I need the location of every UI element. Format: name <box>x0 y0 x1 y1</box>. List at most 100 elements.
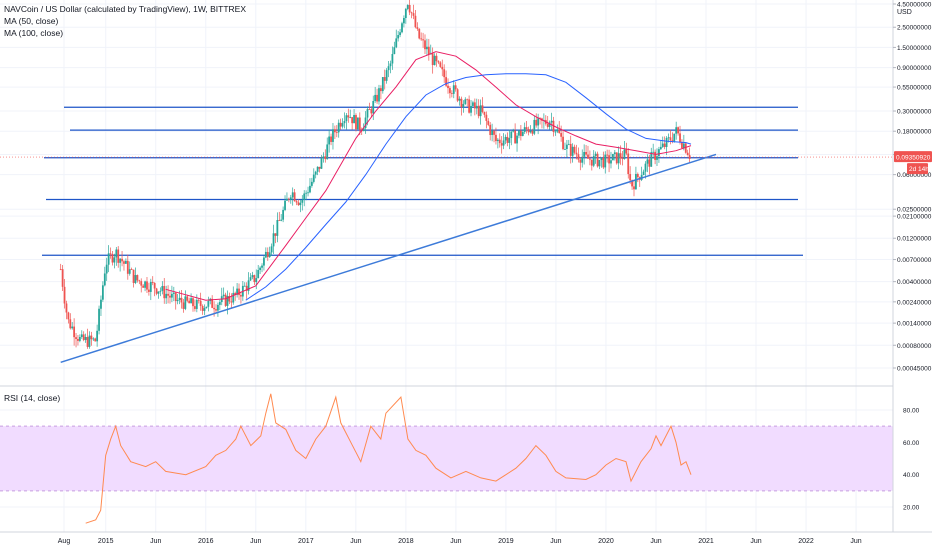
candle-body <box>355 115 357 130</box>
candle-body <box>240 295 242 297</box>
support-trendline[interactable] <box>60 153 717 364</box>
candle-body <box>234 292 237 295</box>
candle-body <box>251 275 254 278</box>
candle-body <box>261 265 263 268</box>
candle-body <box>345 115 348 122</box>
candle-body <box>201 306 204 311</box>
candle-body <box>535 119 538 126</box>
candle-body <box>403 18 405 24</box>
candle-body <box>299 202 302 206</box>
candle-body <box>648 159 651 167</box>
candle-body <box>554 131 557 133</box>
x-tick-label: 2016 <box>198 538 214 545</box>
rsi-line <box>85 393 692 524</box>
y-tick-label: 0.00140000 <box>897 321 932 328</box>
candle-body <box>309 185 311 193</box>
candle-body <box>144 281 146 288</box>
candle-body <box>78 337 81 341</box>
currency-label: USD <box>897 7 912 19</box>
x-tick-label: 2017 <box>298 538 314 545</box>
candle-body <box>364 117 367 129</box>
candle-body <box>483 111 486 115</box>
candle-body <box>602 157 605 168</box>
candle-body <box>205 306 208 309</box>
y-tick-label: 1.50000000 <box>897 45 932 52</box>
candle-body <box>335 132 338 134</box>
candle-body <box>546 123 549 127</box>
candle-body <box>468 99 471 113</box>
candle-body <box>608 155 610 164</box>
trendline[interactable] <box>60 153 717 364</box>
candle-body <box>646 159 649 164</box>
candle-body <box>151 281 154 283</box>
candle-body <box>487 120 490 125</box>
candle-body <box>537 118 540 126</box>
candle-body <box>669 137 672 141</box>
symbol-title[interactable]: NAVCoin / US Dollar (calculated by Tradi… <box>4 4 247 14</box>
candle-body <box>598 159 601 167</box>
moving-averages <box>165 51 692 301</box>
candle-body <box>418 28 421 39</box>
candle-body <box>571 146 574 156</box>
candle-body <box>508 138 511 143</box>
candle-body <box>172 292 175 294</box>
candle-body <box>613 152 616 155</box>
x-tick-label: Jun <box>850 538 861 545</box>
candle-body <box>661 143 664 147</box>
candle-body <box>529 130 532 133</box>
candle-body <box>454 85 457 90</box>
candle-body <box>548 122 551 127</box>
candle-body <box>550 120 553 123</box>
ma100-legend[interactable]: MA (100, close) <box>4 28 64 38</box>
candle-body <box>153 282 156 289</box>
candle-body <box>332 129 334 142</box>
candle-body <box>282 209 285 220</box>
candle-body <box>615 152 618 164</box>
candle-body <box>627 153 630 175</box>
candle-body <box>500 143 503 146</box>
candle-body <box>295 201 298 203</box>
candle-body <box>203 308 206 311</box>
ma50-legend[interactable]: MA (50, close) <box>4 16 59 26</box>
candle-body <box>443 69 446 78</box>
candle-body <box>498 139 501 144</box>
candle-body <box>427 46 430 55</box>
candle-body <box>399 32 401 36</box>
candle-body <box>621 158 624 160</box>
candle-body <box>424 40 426 50</box>
candle-body <box>197 299 200 301</box>
candle-body <box>270 246 273 253</box>
candle-body <box>217 304 219 311</box>
candle-body <box>157 291 160 294</box>
candle-body <box>82 334 85 340</box>
candle-body <box>111 254 114 263</box>
candle-body <box>305 192 308 194</box>
candle-body <box>307 192 309 194</box>
candle-body <box>297 202 300 206</box>
rsi-legend: RSI (14, close) <box>4 392 60 404</box>
candle-body <box>333 129 336 133</box>
candle-body <box>238 288 240 296</box>
candle-body <box>401 23 403 33</box>
candle-body <box>475 105 478 109</box>
candle-body <box>636 173 639 178</box>
candle-body <box>650 152 653 167</box>
candle-body <box>146 281 148 290</box>
rsi-tick-label: 80.00 <box>903 408 920 415</box>
candle-body <box>564 148 566 150</box>
candle-body <box>658 149 660 157</box>
candle-body <box>596 153 599 167</box>
candle-body <box>169 295 171 298</box>
candle-body <box>372 100 375 114</box>
candle-body <box>69 319 72 329</box>
candle-body <box>232 292 235 303</box>
candle-body <box>389 63 392 67</box>
candle-body <box>473 102 476 109</box>
candle-body <box>516 135 518 144</box>
candle-body <box>408 4 411 13</box>
rsi-title[interactable]: RSI (14, close) <box>4 393 61 403</box>
candle-body <box>293 192 296 202</box>
candle-body <box>98 308 100 331</box>
